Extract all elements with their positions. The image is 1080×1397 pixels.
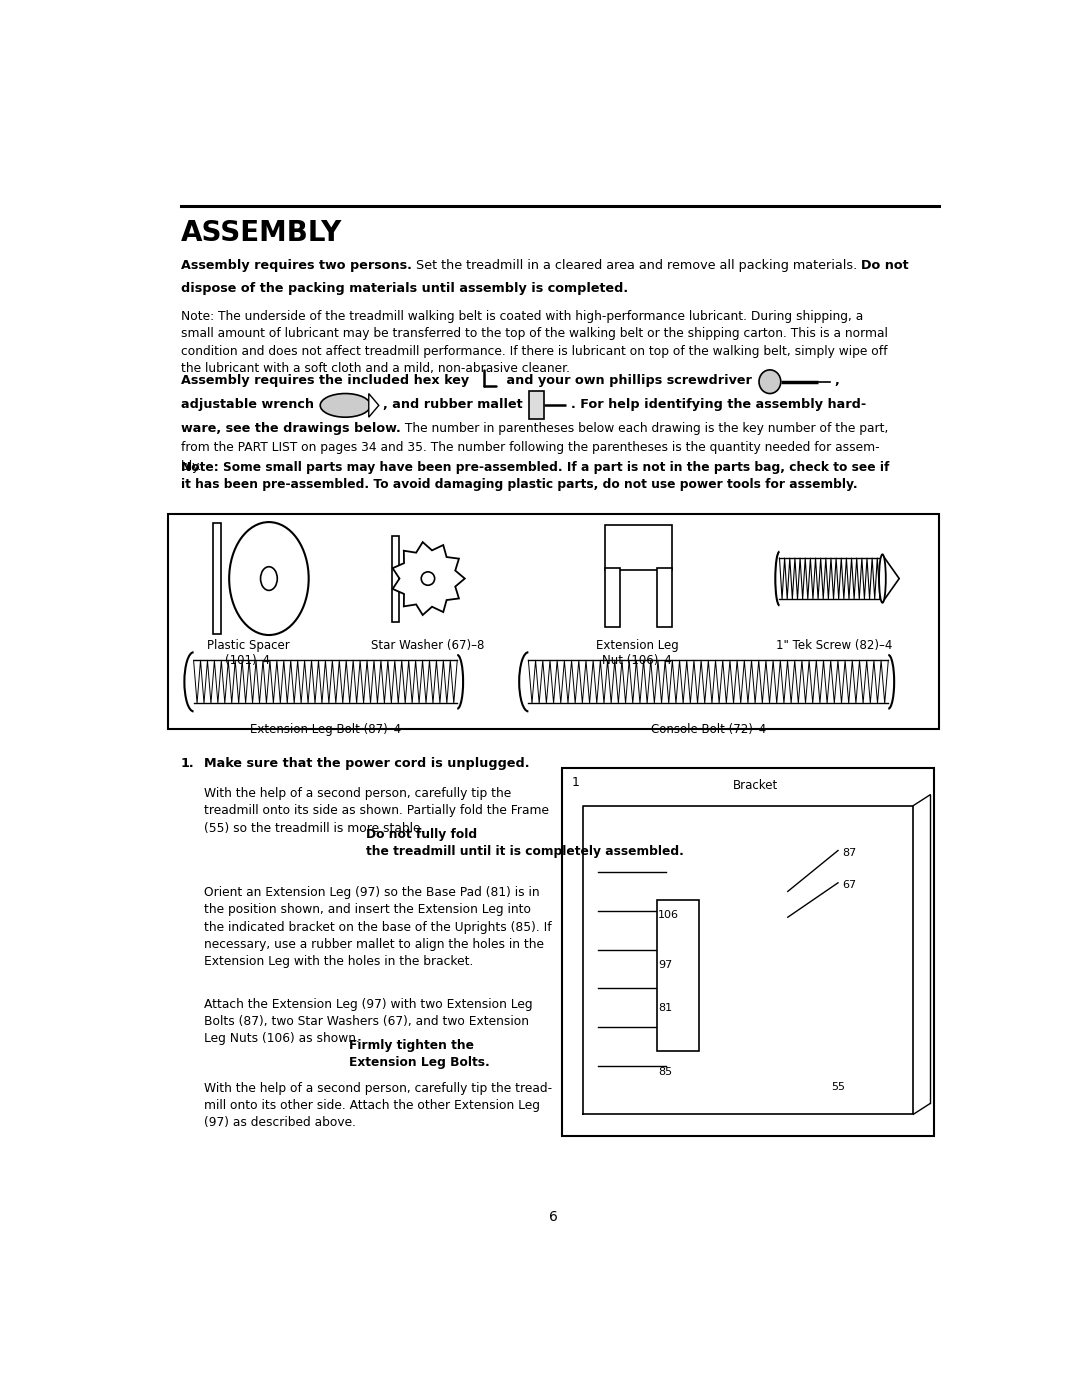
- Text: Note: Some small parts may have been pre-assembled. If a part is not in the part: Note: Some small parts may have been pre…: [181, 461, 890, 492]
- Text: adjustable wrench: adjustable wrench: [181, 398, 319, 411]
- Text: 1.: 1.: [181, 757, 194, 770]
- Text: Assembly requires the included hex key: Assembly requires the included hex key: [181, 374, 474, 387]
- Text: Firmly tighten the
Extension Leg Bolts.: Firmly tighten the Extension Leg Bolts.: [349, 1039, 490, 1069]
- Text: With the help of a second person, carefully tip the tread-
mill onto its other s: With the help of a second person, carefu…: [204, 1083, 553, 1129]
- Ellipse shape: [260, 567, 278, 591]
- Text: from the PART LIST on pages 34 and 35. The number following the parentheses is t: from the PART LIST on pages 34 and 35. T…: [181, 441, 879, 454]
- Ellipse shape: [320, 394, 370, 418]
- FancyBboxPatch shape: [529, 391, 544, 419]
- Ellipse shape: [879, 555, 886, 602]
- Text: Plastic Spacer
(101)–4: Plastic Spacer (101)–4: [206, 638, 289, 666]
- Polygon shape: [368, 394, 379, 418]
- Text: Do not fully fold
the treadmill until it is completely assembled.: Do not fully fold the treadmill until it…: [366, 828, 684, 858]
- Text: Star Washer (67)–8: Star Washer (67)–8: [372, 638, 485, 652]
- Text: 85: 85: [658, 1067, 672, 1077]
- FancyBboxPatch shape: [213, 522, 221, 634]
- Polygon shape: [882, 555, 900, 602]
- Text: . For help identifying the assembly hard-: . For help identifying the assembly hard…: [570, 398, 866, 411]
- Text: Assembly requires two persons.: Assembly requires two persons.: [181, 258, 411, 272]
- Text: 81: 81: [658, 1003, 672, 1013]
- Text: Console Bolt (72)–4: Console Bolt (72)–4: [651, 722, 766, 736]
- Text: and your own phillips screwdriver: and your own phillips screwdriver: [502, 374, 756, 387]
- Text: Extension Leg Bolt (87)–4: Extension Leg Bolt (87)–4: [249, 722, 401, 736]
- Text: 1" Tek Screw (82)–4: 1" Tek Screw (82)–4: [775, 638, 892, 652]
- Text: ,: ,: [835, 374, 839, 387]
- Text: Orient an Extension Leg (97) so the Base Pad (81) is in
the position shown, and : Orient an Extension Leg (97) so the Base…: [204, 886, 552, 968]
- Text: Extension Leg
Nut (106)–4: Extension Leg Nut (106)–4: [596, 638, 678, 666]
- Text: Attach the Extension Leg (97) with two Extension Leg
Bolts (87), two Star Washer: Attach the Extension Leg (97) with two E…: [204, 997, 534, 1045]
- FancyBboxPatch shape: [658, 567, 673, 627]
- Text: Set the treadmill in a cleared area and remove all packing materials.: Set the treadmill in a cleared area and …: [411, 258, 861, 272]
- Text: 97: 97: [658, 960, 673, 970]
- Text: 67: 67: [842, 880, 856, 890]
- Text: With the help of a second person, carefully tip the
treadmill onto its side as s: With the help of a second person, carefu…: [204, 788, 550, 834]
- FancyBboxPatch shape: [657, 900, 699, 1051]
- Text: bly.: bly.: [181, 460, 205, 474]
- Text: , and rubber mallet: , and rubber mallet: [383, 398, 527, 411]
- Text: 55: 55: [831, 1083, 845, 1092]
- Text: 106: 106: [658, 909, 679, 921]
- Text: 1: 1: [572, 777, 580, 789]
- Text: ware, see the drawings below.: ware, see the drawings below.: [181, 422, 401, 434]
- Text: Do not: Do not: [861, 258, 908, 272]
- FancyBboxPatch shape: [168, 514, 939, 729]
- Text: 6: 6: [549, 1210, 558, 1224]
- FancyBboxPatch shape: [392, 535, 399, 622]
- Ellipse shape: [229, 522, 309, 636]
- Text: 87: 87: [842, 848, 856, 858]
- Text: Make sure that the power cord is unplugged.: Make sure that the power cord is unplugg…: [204, 757, 530, 770]
- Ellipse shape: [421, 571, 434, 585]
- FancyBboxPatch shape: [606, 567, 620, 627]
- Text: Note: The underside of the treadmill walking belt is coated with high-performanc: Note: The underside of the treadmill wal…: [181, 310, 888, 376]
- FancyBboxPatch shape: [606, 525, 673, 570]
- Text: Bracket: Bracket: [733, 778, 779, 792]
- Polygon shape: [393, 542, 464, 615]
- Text: dispose of the packing materials until assembly is completed.: dispose of the packing materials until a…: [181, 282, 629, 295]
- FancyBboxPatch shape: [562, 768, 934, 1136]
- Text: The number in parentheses below each drawing is the key number of the part,: The number in parentheses below each dra…: [401, 422, 888, 434]
- Ellipse shape: [759, 370, 781, 394]
- Text: ASSEMBLY: ASSEMBLY: [181, 219, 342, 247]
